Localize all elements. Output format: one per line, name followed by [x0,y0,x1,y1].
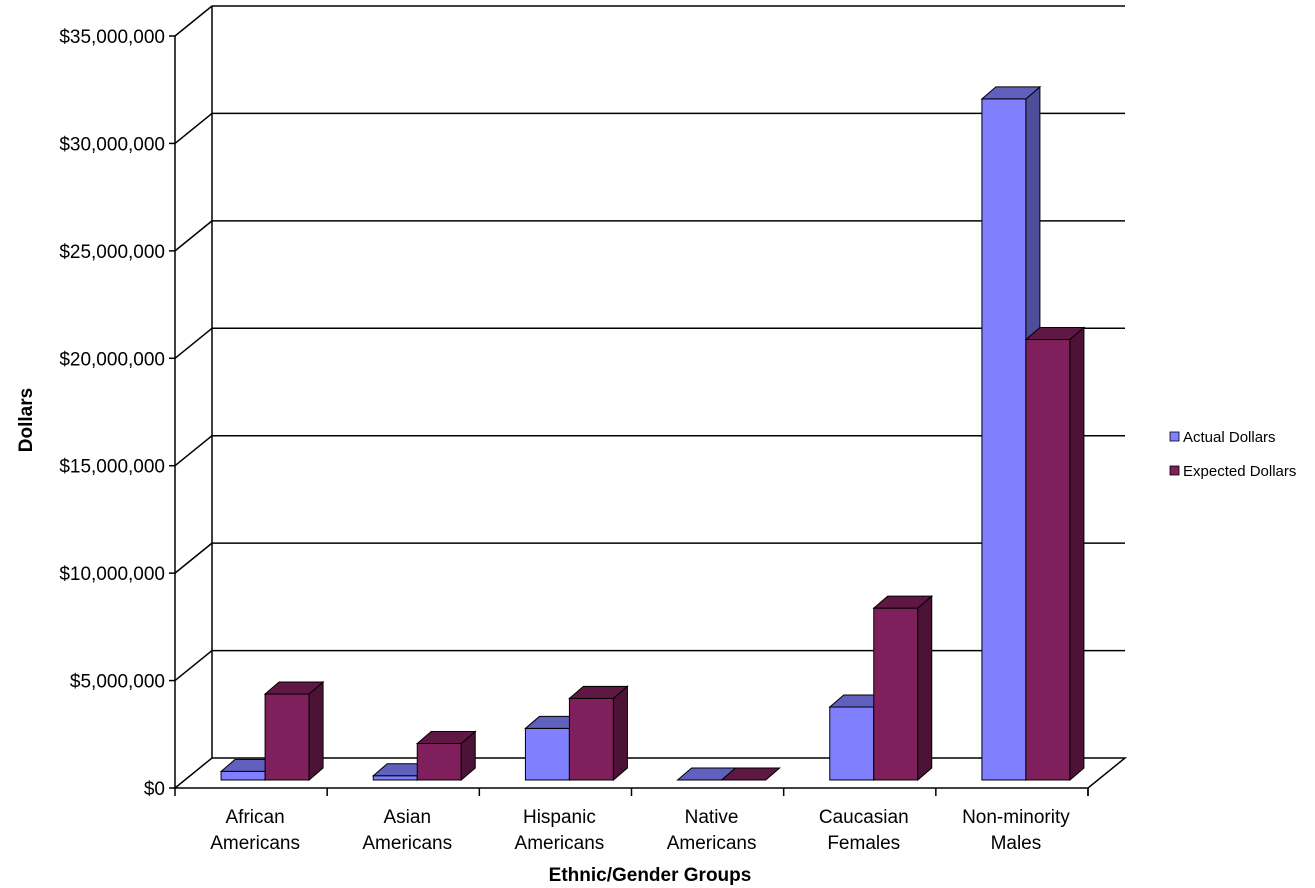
bar-top-face [568,685,629,699]
x-category-label: Americans [362,833,452,854]
bar-top-face [720,767,781,781]
x-category-label: Hispanic [523,807,596,828]
bar-expected [872,595,934,782]
side-wall-gridline [174,542,213,574]
bar-top-face [1024,327,1086,341]
bar-front-face [264,693,310,781]
bar-expected [415,730,477,782]
side-wall-gridline [174,220,213,252]
x-axis-title: Ethnic/Gender Groups [549,865,752,886]
bar-front-face [220,770,266,781]
bar-expected [1024,326,1086,782]
y-tick-label: $35,000,000 [59,27,165,48]
y-axis-title: Dollars [16,388,37,452]
legend: Actual Dollars Expected Dollars [1169,429,1296,480]
bar-side-face [917,595,933,782]
x-category-label: Males [991,833,1042,854]
legend-label: Actual Dollars [1183,429,1276,446]
y-tick-label: $10,000,000 [59,564,165,585]
bar-front-face [1025,339,1071,781]
y-tick-label: $25,000,000 [59,242,165,263]
x-category-label: Americans [515,833,605,854]
y-tick-label: $20,000,000 [59,349,165,370]
bar-front-face [873,607,919,781]
y-tick-label: $15,000,000 [59,457,165,478]
bar-expected [263,680,325,782]
y-tick-label: $30,000,000 [59,134,165,155]
side-wall-gridline [174,5,213,37]
bar-top-face [872,595,934,609]
bars [219,85,1086,782]
side-wall-gridline [174,649,213,682]
bar-front-face [372,775,418,781]
legend-label: Expected Dollars [1183,463,1296,480]
bar-top-face [415,730,477,744]
x-category-label: Asian [383,807,431,828]
bar-side-face [612,685,628,782]
bar-front-face [416,742,462,781]
legend-swatch [1169,431,1180,442]
y-tick-label: $0 [144,779,165,800]
x-category-label: Non-minority [962,807,1070,828]
x-category-label: African [226,807,285,828]
bar-expected [720,767,781,781]
bar-front-face [524,727,570,781]
x-category-label: Females [827,833,900,854]
bar-top-face [980,86,1042,100]
x-category-label: Americans [667,833,757,854]
gridlines [174,5,1125,682]
bar-front-face [829,706,875,781]
y-tick-label: $5,000,000 [70,672,165,693]
bar-top-face [263,681,325,695]
bar-expected [568,685,629,782]
x-category-label: Americans [210,833,300,854]
legend-swatch [1169,465,1180,476]
bar-front-face [981,98,1027,781]
x-axis-labels: African Americans Asian Americans Hispanic Am… [174,788,1089,854]
side-wall-gridline [174,327,213,359]
y-axis-ticks: $0 $5,000,000 $10,000,000 $15,000,000 $20,00… [59,27,175,800]
x-category-label: Native [685,807,739,828]
side-wall-gridline [174,112,213,145]
side-wall-gridline [174,435,213,467]
bar-side-face [308,680,324,782]
bar-side-face [1069,326,1085,782]
x-category-label: Caucasian [819,807,909,828]
bar-front-face [568,697,614,781]
